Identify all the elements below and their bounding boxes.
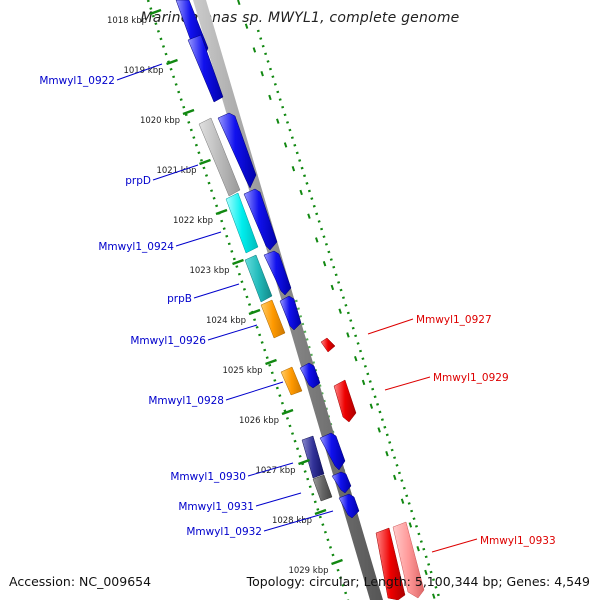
label-mmwyl1-0927: Mmwyl1_0927 bbox=[416, 314, 492, 326]
gene-prpD-forward bbox=[217, 112, 257, 189]
ruler-label: 1024 kbp bbox=[206, 316, 246, 326]
ruler-tick bbox=[182, 108, 195, 116]
reverse-strand-genes bbox=[320, 337, 425, 600]
accession-text: Accession: NC_009654 bbox=[9, 574, 152, 589]
gene-prpB bbox=[244, 254, 273, 303]
ruler-label: 1026 kbp bbox=[239, 416, 279, 426]
gene-mmwyl1-0930 bbox=[301, 435, 325, 479]
gene-mmwyl1-0926 bbox=[260, 299, 286, 339]
gene-mmwyl1-0931-forward bbox=[331, 471, 352, 494]
gene-mmwyl1-0933b bbox=[392, 521, 425, 599]
gene-mmwyl1-0929 bbox=[333, 379, 357, 423]
ruler-label: 1023 kbp bbox=[189, 266, 229, 276]
ruler-tick bbox=[298, 458, 310, 466]
gene-mmwyl1-0924 bbox=[225, 192, 259, 254]
label-mmwyl1-0932: Mmwyl1_0932 bbox=[186, 526, 262, 538]
right-leader-lines bbox=[367, 318, 478, 553]
ruler-label: 1020 kbp bbox=[140, 116, 180, 126]
ruler-tick bbox=[199, 158, 211, 166]
label-mmwyl1-0928: Mmwyl1_0928 bbox=[148, 395, 224, 407]
label-mmwyl1-0922: Mmwyl1_0922 bbox=[39, 75, 115, 87]
ruler-tick bbox=[215, 208, 228, 216]
left-leader-lines bbox=[116, 63, 334, 532]
gene-mmwyl1-0933a bbox=[375, 527, 406, 600]
ruler-label: 1029 kbp bbox=[288, 566, 328, 576]
topology-text: Topology: circular; Length: 5,100,344 bp… bbox=[246, 574, 590, 589]
label-prpD: prpD bbox=[125, 175, 151, 187]
ruler-label: 1022 kbp bbox=[173, 216, 213, 226]
ruler-tick bbox=[281, 408, 294, 416]
label-mmwyl1-0924: Mmwyl1_0924 bbox=[98, 241, 174, 253]
right-gene-labels: Mmwyl1_0927 Mmwyl1_0929 Mmwyl1_0933 bbox=[416, 314, 556, 547]
ruler-label: 1025 kbp bbox=[222, 366, 262, 376]
gene-mmwyl1-0922 bbox=[187, 34, 224, 103]
right-ticks-line bbox=[237, 0, 436, 600]
ruler-tick bbox=[331, 558, 343, 566]
gene-mmwyl1-0924-forward bbox=[243, 188, 278, 251]
ruler-label: 1021 kbp bbox=[156, 166, 196, 176]
gene-mmwyl1-0928-forward bbox=[299, 362, 321, 389]
gene-mmwyl1-0928 bbox=[280, 366, 303, 396]
ruler-label: 1027 kbp bbox=[255, 466, 295, 476]
label-mmwyl1-0926: Mmwyl1_0926 bbox=[130, 335, 206, 347]
ruler-tick bbox=[314, 508, 327, 516]
label-mmwyl1-0930: Mmwyl1_0930 bbox=[170, 471, 246, 483]
left-gene-labels: Mmwyl1_0922 prpD Mmwyl1_0924 prpB Mmwyl1… bbox=[39, 75, 262, 538]
ruler-tick bbox=[248, 308, 261, 316]
ruler-label: 1018 kbp bbox=[107, 16, 147, 26]
gene-prpB-forward bbox=[263, 250, 292, 296]
label-mmwyl1-0933: Mmwyl1_0933 bbox=[480, 535, 556, 547]
gene-mmwyl1-0926-forward bbox=[279, 295, 302, 331]
ruler-dotted-line bbox=[146, 0, 350, 600]
gene-mmwyl1-0930-forward bbox=[319, 432, 346, 471]
map-title: Marinomonas sp. MWYL1, complete genome bbox=[140, 10, 460, 26]
ruler-tick bbox=[166, 58, 178, 66]
gene-mmwyl1-0932 bbox=[338, 493, 360, 519]
ruler-tick bbox=[265, 358, 277, 366]
gene-mmwyl1-0931 bbox=[312, 474, 333, 502]
ruler-label: 1028 kbp bbox=[272, 516, 312, 526]
label-prpB: prpB bbox=[167, 293, 192, 305]
gene-prpD bbox=[198, 117, 241, 197]
ruler-tick bbox=[149, 8, 162, 16]
gene-mmwyl1-0927 bbox=[320, 337, 336, 353]
forward-strand-genes bbox=[175, 0, 360, 519]
label-mmwyl1-0931: Mmwyl1_0931 bbox=[178, 501, 254, 513]
label-mmwyl1-0929: Mmwyl1_0929 bbox=[433, 372, 509, 384]
ruler-tick bbox=[232, 258, 244, 266]
